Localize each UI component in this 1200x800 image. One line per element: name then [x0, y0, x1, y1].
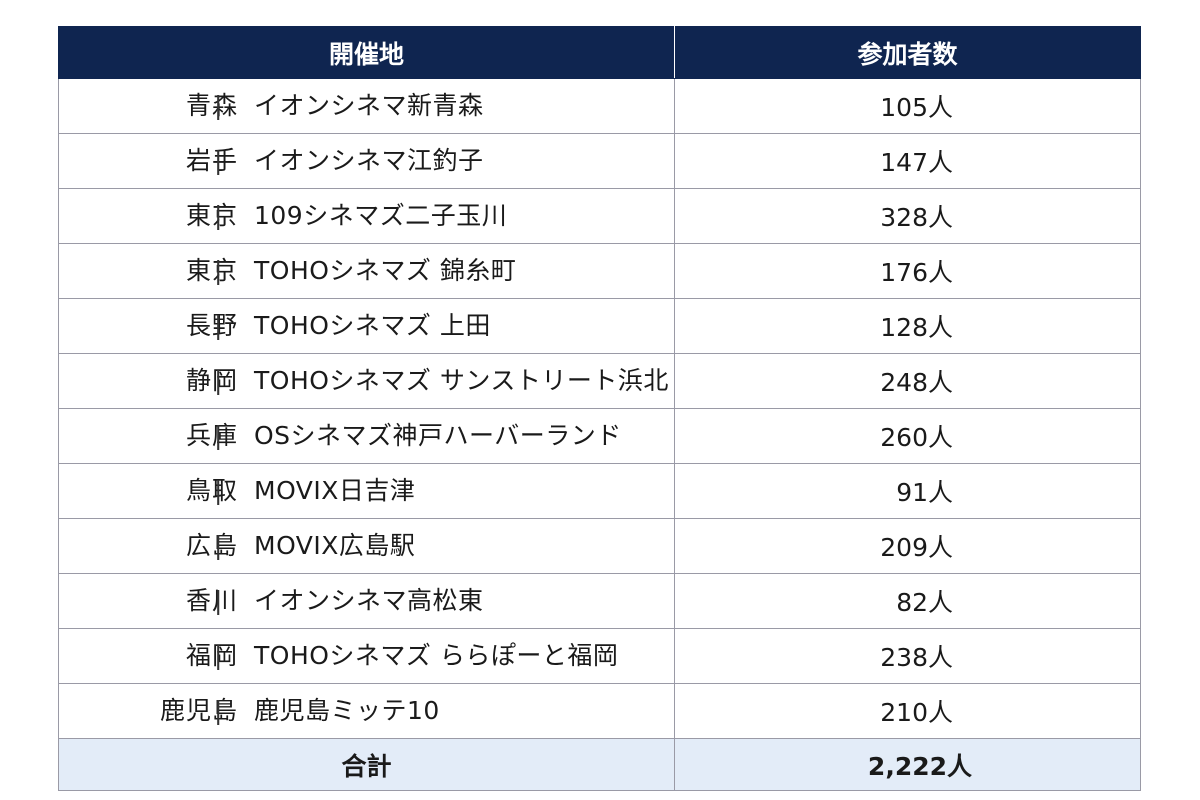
table-row: 鹿児島 | 鹿児島ミッテ10 210人	[58, 683, 1141, 739]
location: 東京 | TOHOシネマズ 錦糸町	[59, 244, 674, 298]
venue-name: TOHOシネマズ 錦糸町	[254, 256, 517, 285]
participant-count: 82人	[674, 573, 1141, 629]
participant-count: 238人	[674, 628, 1141, 684]
prefecture-label: 青森	[185, 91, 238, 120]
table-row: 青森 | イオンシネマ新青森 105人	[58, 78, 1141, 134]
venue-name: 鹿児島ミッテ10	[254, 696, 440, 725]
location: 岩手 | イオンシネマ江釣子	[59, 134, 674, 188]
location: 鳥取 | MOVIX日吉津	[59, 464, 674, 518]
separator: |	[214, 586, 223, 615]
prefecture-label: 長野	[185, 311, 238, 340]
table-row: 東京 | TOHOシネマズ 錦糸町 176人	[58, 243, 1141, 299]
venue-name: TOHOシネマズ ららぽーと福岡	[254, 641, 619, 670]
participant-count: 248人	[674, 353, 1141, 409]
prefecture-label: 鳥取	[185, 476, 238, 505]
venue-cell: 青森 | イオンシネマ新青森	[58, 78, 675, 134]
participant-count: 260人	[674, 408, 1141, 464]
table-row: 広島 | MOVIX広島駅 209人	[58, 518, 1141, 574]
participant-count: 147人	[674, 133, 1141, 189]
table-row: 東京 | 109シネマズ二子玉川 328人	[58, 188, 1141, 244]
participant-count: 91人	[674, 463, 1141, 519]
venue-name: TOHOシネマズ サンストリート浜北	[254, 366, 669, 395]
venue-name: MOVIX広島駅	[254, 531, 416, 560]
table-row: 香川 | イオンシネマ高松東 82人	[58, 573, 1141, 629]
venue-name: イオンシネマ高松東	[254, 586, 484, 615]
header-count: 参加者数	[674, 26, 1141, 79]
participant-count: 128人	[674, 298, 1141, 354]
separator: |	[214, 256, 223, 285]
table-row: 鳥取 | MOVIX日吉津 91人	[58, 463, 1141, 519]
venue-cell: 東京 | TOHOシネマズ 錦糸町	[58, 243, 675, 299]
separator: |	[214, 91, 223, 120]
venue-cell: 岩手 | イオンシネマ江釣子	[58, 133, 675, 189]
venue-name: イオンシネマ新青森	[254, 91, 484, 120]
venue-cell: 福岡 | TOHOシネマズ ららぽーと福岡	[58, 628, 675, 684]
location: 香川 | イオンシネマ高松東	[59, 574, 674, 628]
venue-name: TOHOシネマズ 上田	[254, 311, 491, 340]
separator: |	[214, 366, 223, 395]
header-row: 開催地 参加者数	[58, 26, 1141, 79]
location: 兵庫 | OSシネマズ神戸ハーバーランド	[59, 409, 674, 463]
venue-cell: 静岡 | TOHOシネマズ サンストリート浜北	[58, 353, 675, 409]
location: 福岡 | TOHOシネマズ ららぽーと福岡	[59, 629, 674, 683]
participant-count: 328人	[674, 188, 1141, 244]
prefecture-label: 福岡	[185, 641, 238, 670]
location: 青森 | イオンシネマ新青森	[59, 79, 674, 133]
total-count: 2,222人	[674, 738, 1141, 791]
table-row: 静岡 | TOHOシネマズ サンストリート浜北 248人	[58, 353, 1141, 409]
separator: |	[214, 641, 223, 670]
participant-count: 176人	[674, 243, 1141, 299]
prefecture-label: 兵庫	[185, 421, 238, 450]
header-venue: 開催地	[58, 26, 675, 79]
table-row: 兵庫 | OSシネマズ神戸ハーバーランド 260人	[58, 408, 1141, 464]
prefecture-label: 広島	[185, 531, 238, 560]
table-row: 岩手 | イオンシネマ江釣子 147人	[58, 133, 1141, 189]
location: 鹿児島 | 鹿児島ミッテ10	[59, 684, 674, 738]
venue-cell: 長野 | TOHOシネマズ 上田	[58, 298, 675, 354]
venue-cell: 鹿児島 | 鹿児島ミッテ10	[58, 683, 675, 739]
venue-cell: 兵庫 | OSシネマズ神戸ハーバーランド	[58, 408, 675, 464]
location: 静岡 | TOHOシネマズ サンストリート浜北	[59, 354, 674, 408]
venue-cell: 香川 | イオンシネマ高松東	[58, 573, 675, 629]
separator: |	[214, 421, 223, 450]
location: 広島 | MOVIX広島駅	[59, 519, 674, 573]
prefecture-label: 岩手	[185, 146, 238, 175]
prefecture-label: 香川	[185, 586, 238, 615]
participant-count: 210人	[674, 683, 1141, 739]
participant-count: 209人	[674, 518, 1141, 574]
separator: |	[214, 696, 223, 725]
location: 長野 | TOHOシネマズ 上田	[59, 299, 674, 353]
venue-cell: 広島 | MOVIX広島駅	[58, 518, 675, 574]
table-row: 長野 | TOHOシネマズ 上田 128人	[58, 298, 1141, 354]
table-row: 福岡 | TOHOシネマズ ららぽーと福岡 238人	[58, 628, 1141, 684]
prefecture-label: 鹿児島	[159, 696, 238, 725]
venue-name: OSシネマズ神戸ハーバーランド	[254, 421, 622, 450]
separator: |	[214, 311, 223, 340]
separator: |	[214, 476, 223, 505]
total-label: 合計	[58, 738, 675, 791]
prefecture-label: 東京	[185, 256, 238, 285]
location: 東京 | 109シネマズ二子玉川	[59, 189, 674, 243]
participant-count: 105人	[674, 78, 1141, 134]
total-row: 合計 2,222人	[58, 738, 1141, 791]
venue-cell: 東京 | 109シネマズ二子玉川	[58, 188, 675, 244]
prefecture-label: 静岡	[185, 366, 238, 395]
prefecture-label: 東京	[185, 201, 238, 230]
separator: |	[214, 201, 223, 230]
venue-cell: 鳥取 | MOVIX日吉津	[58, 463, 675, 519]
venue-name: イオンシネマ江釣子	[254, 146, 484, 175]
participants-table: 開催地 参加者数 青森 | イオンシネマ新青森 105人 岩手 | イオンシネマ江釣子 147…	[58, 26, 1141, 791]
venue-name: 109シネマズ二子玉川	[254, 201, 508, 230]
venue-name: MOVIX日吉津	[254, 476, 416, 505]
separator: |	[214, 146, 223, 175]
separator: |	[214, 531, 223, 560]
